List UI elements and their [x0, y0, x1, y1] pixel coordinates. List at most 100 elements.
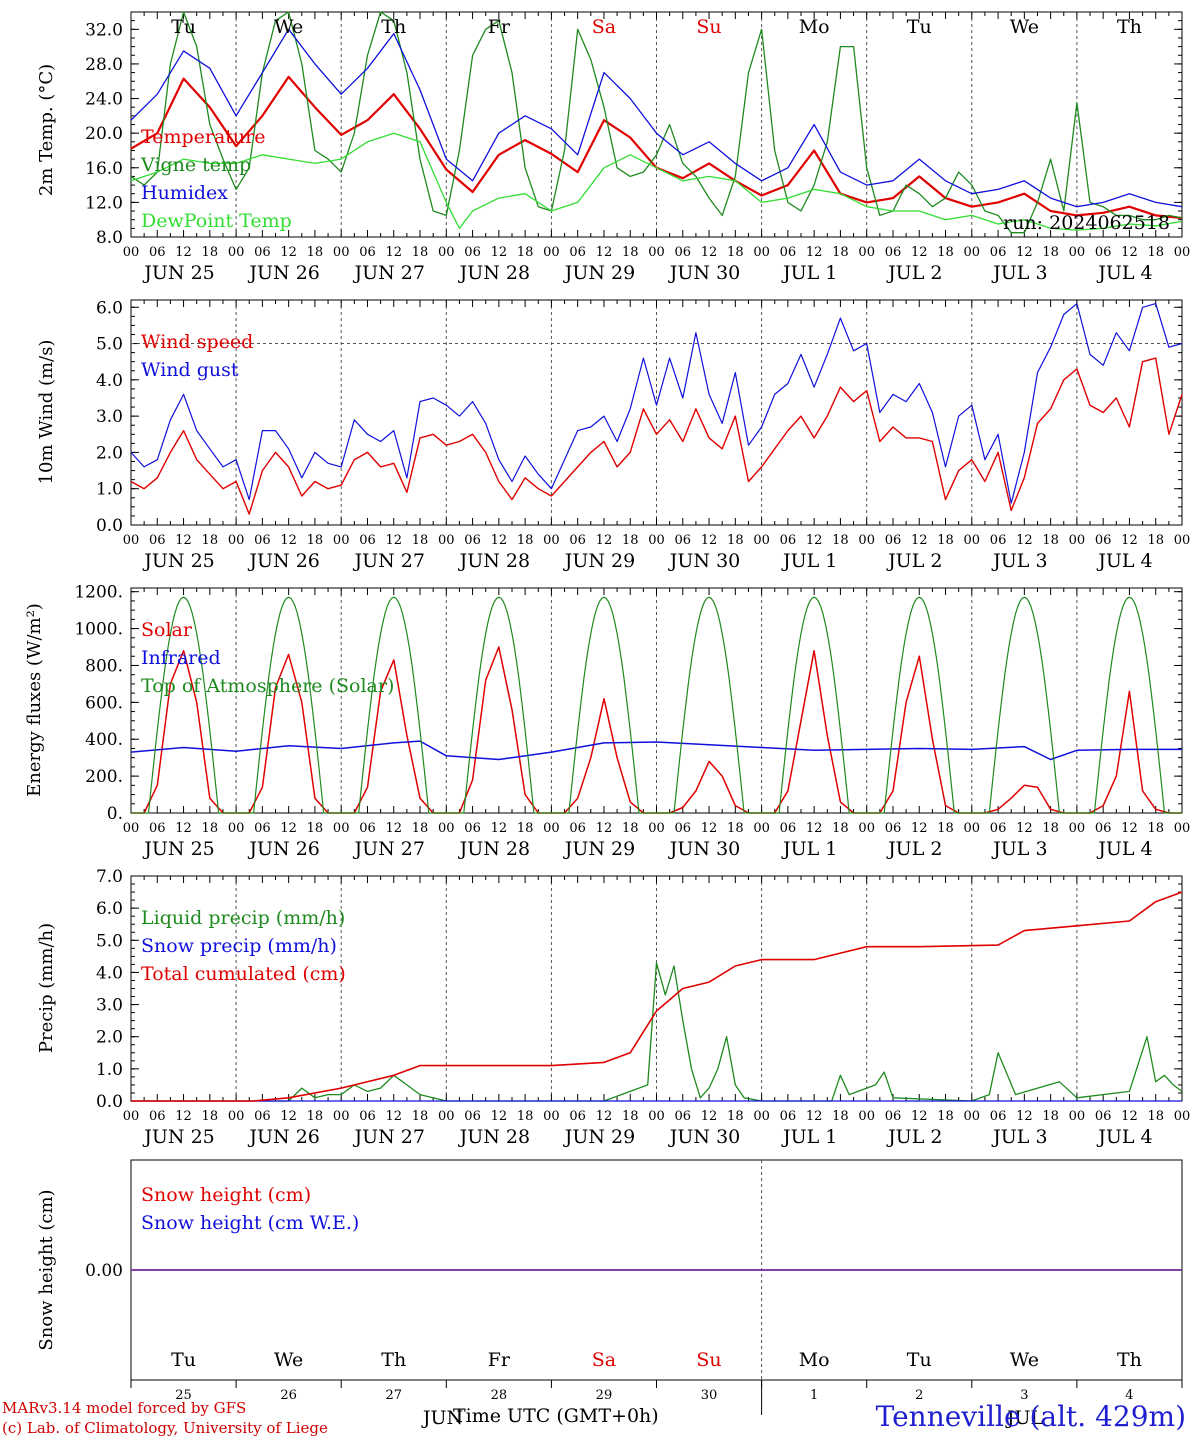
hour-label: 06	[569, 533, 586, 548]
hour-label: 12	[175, 245, 192, 260]
hour-label: 18	[937, 533, 954, 548]
date-label: JUN 29	[563, 550, 635, 572]
date-label: JUN 25	[142, 1126, 214, 1148]
series-line	[131, 891, 1183, 1102]
day-name: We	[1010, 16, 1039, 38]
month-label: JUN	[421, 1407, 463, 1429]
hour-label: 18	[1147, 533, 1164, 548]
hour-label: 18	[622, 533, 639, 548]
plot-frame	[130, 299, 1183, 526]
date-label: JUL 3	[991, 838, 1047, 860]
hour-label: 06	[990, 245, 1007, 260]
y-axis-title: 10m Wind (m/s)	[36, 340, 57, 485]
hour-label: 00	[858, 1109, 875, 1124]
hour-label: 00	[543, 533, 560, 548]
hour-label: 06	[675, 533, 692, 548]
y-tick-label: 20.0	[85, 124, 123, 144]
hour-label: 12	[1016, 533, 1033, 548]
hour-label: 00	[123, 533, 140, 548]
date-label: JUL 4	[1096, 262, 1152, 284]
hour-label: 18	[832, 821, 849, 836]
hour-label: 06	[464, 533, 481, 548]
hour-label: 18	[832, 533, 849, 548]
hour-label: 18	[1042, 533, 1059, 548]
hour-label: 12	[911, 821, 928, 836]
legend-entry: Liquid precip (mm/h)	[141, 907, 345, 929]
hour-label: 00	[858, 533, 875, 548]
plot-frame	[130, 11, 1183, 238]
hour-label: 06	[1095, 533, 1112, 548]
hour-label: 06	[254, 245, 271, 260]
date-label: JUN 27	[353, 1126, 425, 1148]
series-line	[130, 11, 1183, 234]
hour-label: 18	[1042, 821, 1059, 836]
hour-label: 12	[596, 1109, 613, 1124]
hour-label: 12	[491, 1109, 508, 1124]
y-tick-label: 24.0	[85, 90, 123, 110]
y-tick-label: 7.0	[96, 867, 123, 887]
day-number: 25	[175, 1388, 192, 1403]
date-label: JUN 28	[458, 1126, 530, 1148]
day-name: We	[274, 16, 303, 38]
date-label: JUL 3	[991, 262, 1047, 284]
y-axis-title: Precip (mm/h)	[36, 923, 57, 1053]
station-name: Tenneville (alt. 429m)	[875, 1400, 1186, 1433]
hour-label: 18	[1042, 245, 1059, 260]
date-label: JUL 2	[886, 838, 942, 860]
y-axis-title: Energy fluxes (W/m²)	[24, 603, 45, 797]
hour-label: 18	[517, 1109, 534, 1124]
plot-frame	[130, 587, 1183, 814]
y-tick-label: 3.0	[96, 407, 123, 427]
hour-label: 12	[701, 1109, 718, 1124]
hour-label: 12	[806, 1109, 823, 1124]
hour-label: 00	[753, 821, 770, 836]
hour-label: 06	[675, 245, 692, 260]
day-name: We	[1010, 1349, 1039, 1371]
y-axis-title: 2m Temp. (°C)	[36, 64, 57, 196]
hour-label: 00	[1174, 533, 1191, 548]
legend-entry: Humidex	[141, 182, 228, 204]
y-tick-label: 1000.	[74, 620, 123, 640]
day-name: Mo	[799, 1349, 830, 1371]
panel-temperature: 00 06 12 18 00 06 12 18 00 06 12 18 00 06 12 18 00 06 12 18…	[36, 11, 1190, 284]
y-tick-label: 16.0	[85, 159, 123, 179]
hour-label: 00	[333, 245, 350, 260]
hour-label: 00	[543, 1109, 560, 1124]
hour-label: 12	[1121, 1109, 1138, 1124]
credit-lab: (c) Lab. of Climatology, University of L…	[2, 1419, 328, 1437]
y-tick-label: 8.0	[96, 228, 123, 248]
day-name: Tu	[171, 1349, 196, 1371]
date-label: JUN 29	[563, 262, 635, 284]
hour-label: 00	[228, 245, 245, 260]
hour-label: 12	[175, 1109, 192, 1124]
y-tick-label: 1.0	[96, 480, 123, 500]
hour-label: 18	[1147, 245, 1164, 260]
legend-entry: Snow precip (mm/h)	[141, 935, 337, 957]
hour-label: 06	[359, 533, 376, 548]
hour-label: 00	[964, 1109, 981, 1124]
series-line	[130, 357, 1183, 515]
date-label: JUN 26	[247, 550, 319, 572]
date-label: JUN 27	[353, 838, 425, 860]
y-tick-label: 200.	[85, 767, 123, 787]
y-tick-label: 1200.	[74, 583, 123, 603]
date-label: JUL 1	[781, 838, 837, 860]
day-number: 30	[701, 1388, 718, 1403]
hour-label: 12	[280, 245, 297, 260]
date-label: JUN 30	[668, 838, 740, 860]
hour-label: 12	[280, 1109, 297, 1124]
month-label: JUL	[1005, 1407, 1044, 1429]
y-tick-label: 600.	[85, 693, 123, 713]
panel-precip: 00 06 12 18 00 06 12 18 00 06 12 18 00 06 12 18 00 06 12 18…	[36, 867, 1190, 1148]
hour-label: 12	[911, 1109, 928, 1124]
hour-label: 12	[1121, 821, 1138, 836]
hour-label: 12	[175, 533, 192, 548]
hour-label: 18	[412, 245, 429, 260]
hour-label: 06	[990, 821, 1007, 836]
date-label: JUL 3	[991, 550, 1047, 572]
y-tick-label: 4.0	[96, 963, 123, 983]
hour-label: 12	[596, 821, 613, 836]
day-name: Th	[1117, 1349, 1142, 1371]
day-name: Th	[381, 1349, 406, 1371]
